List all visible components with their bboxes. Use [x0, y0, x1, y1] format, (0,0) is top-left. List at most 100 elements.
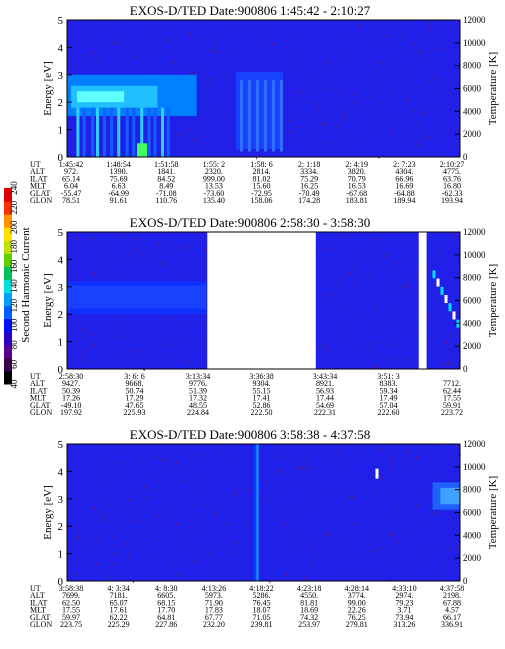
orbit-cell: 225.29: [108, 620, 130, 629]
y2-tick-label: 12000: [463, 439, 486, 449]
orbit-cell: 75.69: [110, 174, 128, 183]
orbit-cell: 2974.: [395, 591, 413, 600]
orbit-cell: 7181.: [110, 591, 128, 600]
orbit-cell: 73.94: [395, 613, 413, 622]
orbit-cell: 4: 3:34: [107, 584, 129, 593]
intensity-features: [67, 72, 284, 157]
y2-tick-label: 6000: [463, 296, 482, 306]
orbit-cell: 239.81: [251, 620, 273, 629]
colorbar-swatch: [4, 266, 12, 280]
orbit-cell: 4:13:26: [202, 584, 226, 593]
colorbar-swatch: [4, 227, 12, 241]
orbit-cell: 2: 7:23: [393, 160, 415, 169]
orbit-cell: 16.80: [443, 182, 461, 191]
y-tick-label: 0: [58, 576, 64, 588]
orbit-cell: 50.74: [126, 386, 144, 395]
orbit-cell: 91.61: [110, 196, 128, 205]
y2-tick-label: 10000: [463, 462, 486, 472]
plot-background: [67, 444, 460, 581]
colorbar-ticks: 40 60 80 100 120 140 160 180 200 220 240: [9, 181, 19, 389]
y2-tick-label: 8000: [463, 273, 482, 283]
orbit-cell: 76.25: [348, 613, 366, 622]
orbit-cell: 222.50: [251, 408, 273, 417]
y-tick-label: 0: [58, 152, 64, 164]
orbit-cell: 3334.: [300, 167, 318, 176]
spectrogram-panel-2: EXOS-D/TED Date:900806 2:58:30 - 3:58:30…: [30, 215, 499, 417]
y2-tick-label: 8000: [463, 61, 482, 71]
colorbar-swatch: [4, 344, 12, 359]
y2-tick-label: 0: [463, 364, 468, 374]
y-tick-label: 3: [58, 282, 64, 294]
orbit-row-label: ILAT: [30, 386, 47, 395]
orbit-row-label: ALT: [30, 167, 45, 176]
orbit-cell: -73.60: [204, 189, 225, 198]
orbit-cell: 279.81: [346, 620, 368, 629]
orbit-cell: 6.63: [112, 182, 126, 191]
orbit-cell: 78.51: [62, 196, 80, 205]
orbit-cell: 52.86: [253, 401, 271, 410]
noise-texture: [68, 20, 461, 160]
y2-tick-label: 12000: [463, 227, 486, 237]
spectrogram-panel-1: EXOS-D/TED Date:900806 1:45:42 - 2:10:27…: [30, 3, 499, 205]
orbit-cell: 7712.: [443, 379, 461, 388]
colorbar-tick-label: 180: [9, 240, 19, 254]
orbit-cell: 972.: [64, 167, 78, 176]
orbit-cell: 17.29: [126, 394, 144, 403]
orbit-cell: 4:37:58: [440, 584, 464, 593]
y-tick-label: 5: [58, 15, 64, 27]
orbit-cell: 222.60: [378, 408, 400, 417]
orbit-cell: 2320.: [205, 167, 223, 176]
orbit-cell: 8383.: [380, 379, 398, 388]
y-tick-label: 2: [58, 521, 64, 533]
orbit-cell: 66.96: [395, 174, 413, 183]
orbit-cell: 3774.: [348, 591, 366, 600]
orbit-cell: 64.81: [157, 613, 175, 622]
panel-title: EXOS-D/TED Date:900806 1:45:42 - 2:10:27: [130, 3, 371, 18]
orbit-row-label: GLON: [30, 620, 52, 629]
orbit-cell: 84.52: [157, 174, 175, 183]
intensity-features: [67, 270, 464, 336]
orbit-cell: 8.49: [159, 182, 173, 191]
orbit-cell: 174.28: [298, 196, 320, 205]
orbit-cell: 16.69: [395, 182, 413, 191]
colorbar-tick-label: 100: [9, 318, 19, 332]
orbit-cell: -72.95: [251, 189, 272, 198]
orbit-cell: 7699.: [62, 591, 80, 600]
orbit-row-label: GLAT: [30, 613, 51, 622]
y-tick-label: 5: [58, 439, 64, 451]
orbit-row-label: UT: [30, 372, 41, 381]
y-tick-label: 2: [58, 309, 64, 321]
orbit-cell: 3: 6: 6: [124, 372, 144, 381]
orbit-cell: 48.55: [189, 401, 207, 410]
orbit-cell: 4: 8:30: [155, 584, 177, 593]
orbit-cell: 4304.: [395, 167, 413, 176]
y2-tick-label: 0: [463, 152, 468, 162]
orbit-cell: 65.14: [62, 174, 80, 183]
orbit-cell: 70.79: [348, 174, 366, 183]
colorbar: 40 60 80 100 120 140 160 180 200 220 240 Second Ha…: [4, 181, 32, 389]
orbit-cell: 3:58:38: [59, 584, 83, 593]
y2-tick-label: 12000: [463, 15, 486, 25]
orbit-row-label: ILAT: [30, 598, 47, 607]
y2-tick-label: 4000: [463, 530, 482, 540]
orbit-cell: 76.45: [253, 598, 271, 607]
y2-tick-label: 2000: [463, 341, 482, 351]
orbit-cell: 57.04: [380, 401, 398, 410]
colorbar-swatch: [4, 279, 12, 294]
orbit-cell: 999.00: [203, 174, 225, 183]
orbit-cell: 55.15: [253, 386, 271, 395]
orbit-cell: 4:28:14: [345, 584, 369, 593]
orbit-cell: 68.15: [157, 598, 175, 607]
intensity-features: [253, 444, 460, 581]
y2-axis-label: Temperature [K]: [487, 52, 499, 125]
orbit-row-label: MLT: [30, 394, 46, 403]
orbit-cell: 4:33:10: [392, 584, 416, 593]
orbit-cell: 336.91: [441, 620, 463, 629]
colorbar-swatch: [4, 357, 12, 372]
orbit-cell: 253.97: [298, 620, 320, 629]
orbit-cell: -71.08: [156, 189, 177, 198]
orbit-row-label: ALT: [30, 591, 45, 600]
orbit-cell: 81.81: [300, 598, 318, 607]
orbit-row-label: GLAT: [30, 189, 51, 198]
orbit-row-label: GLON: [30, 408, 52, 417]
